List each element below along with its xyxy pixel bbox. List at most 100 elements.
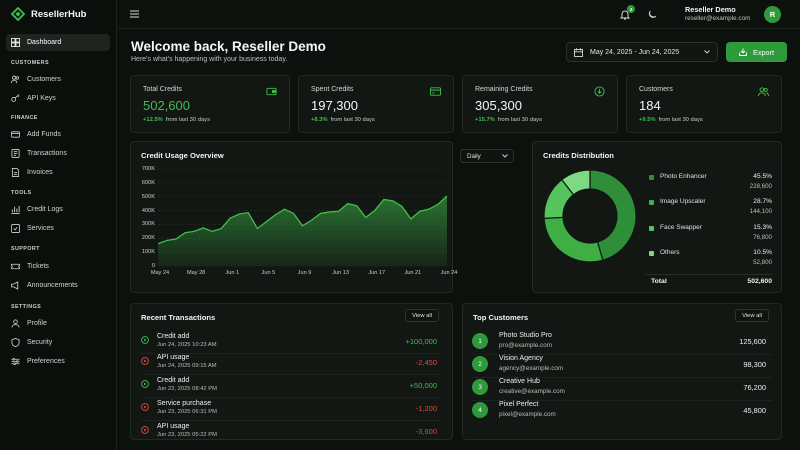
sidebar-section-title: SETTINGS: [11, 304, 42, 310]
stat-label: Remaining Credits: [475, 86, 533, 93]
date-range-picker[interactable]: May 24, 2025 - Jun 24, 2025: [566, 42, 718, 62]
customer-row[interactable]: 4 Pixel Perfect pixel@example.com 45,800: [472, 401, 772, 424]
x-tick-label: Jun 9: [297, 270, 312, 276]
logo[interactable]: ResellerHub: [11, 7, 86, 21]
y-tick-label: 0: [151, 263, 155, 269]
customer-rank-badge: 1: [472, 333, 488, 349]
transaction-row[interactable]: Credit add Jun 24, 2025 10:23 AM +100,000: [141, 332, 441, 354]
transaction-row[interactable]: Credit add Jun 23, 2025 08:42 PM +50,000: [141, 376, 441, 398]
recent-transactions-card: Recent Transactions: [130, 303, 453, 440]
x-tick-label: Jun 17: [368, 270, 386, 276]
donut-slice-photo-enhancer[interactable]: [589, 169, 637, 261]
stat-card-customers: Customers 184 +9.5% from last 30 days: [626, 75, 782, 133]
transaction-amount: -3,600: [415, 427, 437, 436]
sidebar-item-preferences[interactable]: Preferences: [6, 353, 110, 370]
sidebar: ResellerHub Dashboard CUSTOMERS Customers…: [0, 0, 117, 450]
transaction-amount: -2,450: [415, 358, 437, 367]
stat-change: +12.5% from last 30 days: [143, 117, 210, 123]
stat-change-percent: +9.5%: [639, 117, 656, 123]
transaction-amount: +50,000: [409, 381, 437, 390]
moon-icon[interactable]: [648, 10, 657, 19]
sidebar-item-customers[interactable]: Customers: [6, 71, 110, 88]
sidebar-item-profile[interactable]: Profile: [6, 315, 110, 332]
stat-card-total-credits: Total Credits 502,600 +12.5% from last 30 d…: [130, 75, 290, 133]
user-icon: [11, 319, 20, 328]
sidebar-item-tickets[interactable]: Tickets: [6, 258, 110, 275]
dashboard-icon: [11, 38, 20, 47]
stat-card-spent-credits: Spent Credits 197,300 +8.3% from last 30 da…: [298, 75, 454, 133]
customer-row[interactable]: 1 Photo Studio Pro pro@example.com 125,600: [472, 332, 772, 355]
invoice-icon: [11, 168, 20, 177]
sidebar-item-label: Preferences: [27, 358, 65, 365]
bar-chart-icon: [11, 205, 20, 214]
stat-value: 305,300: [475, 98, 522, 113]
transaction-row[interactable]: Service purchase Jun 23, 2025 06:31 PM -1,…: [141, 399, 441, 421]
export-button[interactable]: Export: [726, 42, 787, 62]
sidebar-item-transactions[interactable]: Transactions: [6, 145, 110, 162]
key-icon: [11, 94, 20, 102]
sidebar-section-title: CUSTOMERS: [11, 60, 49, 66]
period-select[interactable]: Daily: [460, 149, 514, 163]
transactions-view-all-button[interactable]: View all: [405, 309, 439, 322]
sidebar-item-announcements[interactable]: Announcements: [6, 277, 110, 294]
wallet-icon: [11, 131, 20, 138]
top-customers-title: Top Customers: [473, 313, 529, 322]
sidebar-item-security[interactable]: Security: [6, 334, 110, 351]
legend-swatch: [649, 175, 654, 180]
transaction-date: Jun 23, 2025 08:42 PM: [157, 386, 217, 392]
credit-usage-title: Credit Usage Overview: [141, 151, 224, 160]
sidebar-item-services[interactable]: Services: [6, 220, 110, 237]
x-tick-label: May 28: [186, 270, 206, 276]
play-circle-icon: [141, 426, 149, 434]
y-tick-label: 100K: [141, 249, 155, 256]
credits-distribution-title: Credits Distribution: [543, 151, 614, 160]
legend-percent: 10.5%: [753, 249, 772, 256]
stat-label: Total Credits: [143, 86, 182, 93]
play-circle-icon: [141, 357, 149, 365]
period-select-value: Daily: [467, 152, 481, 160]
stat-card-remaining-credits: Remaining Credits 305,300 +15.7% from last …: [462, 75, 618, 133]
sidebar-item-add-funds[interactable]: Add Funds: [6, 126, 110, 143]
sidebar-item-invoices[interactable]: Invoices: [6, 164, 110, 181]
recent-transactions-title: Recent Transactions: [141, 313, 216, 322]
card-icon: [430, 87, 441, 96]
customer-row[interactable]: 2 Vision Agency agency@example.com 98,300: [472, 355, 772, 378]
stat-change-text: from last 30 days: [330, 117, 375, 123]
sidebar-item-label: Customers: [27, 76, 61, 83]
menu-icon[interactable]: [130, 10, 139, 18]
stat-change-text: from last 30 days: [658, 117, 703, 123]
legend-label: Face Swapper: [660, 224, 702, 231]
donut-slice-others[interactable]: [560, 169, 591, 196]
sidebar-item-label: Security: [27, 339, 53, 346]
transaction-amount: -1,200: [415, 404, 437, 413]
page-subtitle: Here's what's happening with your busine…: [131, 56, 288, 63]
sidebar-item-label: Announcements: [27, 282, 78, 289]
legend-value: 228,600: [749, 183, 772, 190]
stat-value: 197,300: [311, 98, 358, 113]
avatar[interactable]: R: [764, 6, 781, 23]
sidebar-item-credit-logs[interactable]: Credit Logs: [6, 201, 110, 218]
x-tick-label: Jun 5: [261, 270, 276, 276]
sidebar-item-label: Profile: [27, 320, 47, 327]
sidebar-item-api-keys[interactable]: API Keys: [6, 90, 110, 107]
customer-credits: 125,600: [739, 337, 766, 346]
transaction-name: Service purchase: [157, 400, 212, 407]
transaction-row[interactable]: API usage Jun 24, 2025 09:15 AM -2,450: [141, 353, 441, 375]
customer-rank-badge: 2: [472, 356, 488, 372]
ticket-icon: [11, 263, 20, 270]
shield-icon: [11, 338, 20, 347]
donut-slice-image-upscaler[interactable]: [543, 216, 604, 263]
transaction-row[interactable]: API usage Jun 23, 2025 05:22 PM -3,600: [141, 422, 441, 444]
legend-label: Photo Enhancer: [660, 173, 707, 180]
sidebar-section-title: SUPPORT: [11, 246, 40, 252]
sidebar-item-dashboard[interactable]: Dashboard: [6, 34, 110, 51]
user-name: Reseller Demo: [685, 5, 736, 14]
customers-view-all-button[interactable]: View all: [735, 309, 769, 322]
customer-email: creative@example.com: [499, 388, 565, 395]
y-tick-label: 300K: [141, 221, 155, 228]
legend-percent: 15.3%: [753, 224, 772, 231]
customer-name: Vision Agency: [499, 355, 543, 362]
sidebar-item-label: Dashboard: [27, 39, 62, 46]
customer-row[interactable]: 3 Creative Hub creative@example.com 76,200: [472, 378, 772, 401]
bell-icon[interactable]: [620, 9, 630, 20]
